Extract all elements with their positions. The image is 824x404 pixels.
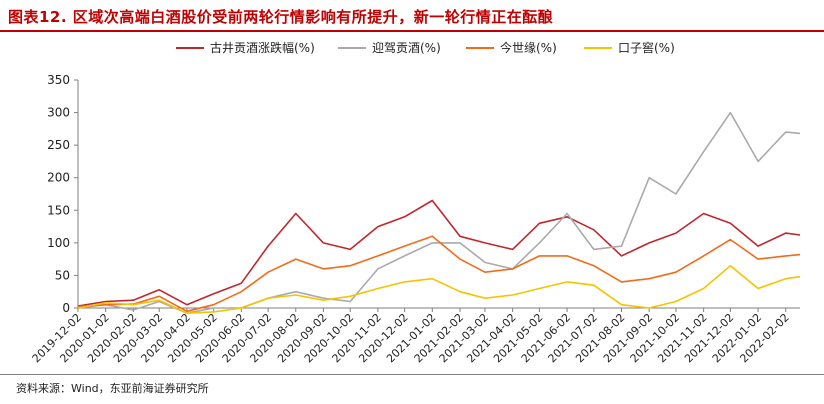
chart-title: 图表12. 区域次高端白酒股价受前两轮行情影响有所提升，新一轮行情正在酝酿 xyxy=(8,8,554,26)
y-tick-label: 0 xyxy=(62,301,70,315)
plot-area xyxy=(77,111,801,315)
series-line-3 xyxy=(77,264,801,315)
legend-label-3: 口子窖(%) xyxy=(618,40,675,55)
y-tick-label: 250 xyxy=(47,138,70,152)
line-chart: 古井贡酒涨跌幅(%) 迎驾贡酒(%) 今世缘(%) 口子窖(%) 0 50 100 150 2… xyxy=(30,40,801,365)
y-tick-label: 100 xyxy=(47,236,70,250)
legend-label-2: 今世缘(%) xyxy=(500,40,557,55)
legend-label-0: 古井贡酒涨跌幅(%) xyxy=(210,40,315,55)
y-tick-label: 50 xyxy=(55,268,70,282)
legend-label-1: 迎驾贡酒(%) xyxy=(372,41,441,55)
series-line-1 xyxy=(77,111,801,315)
y-tick-label: 150 xyxy=(47,203,70,217)
x-axis: 2019-12-022020-01-022020-02-022020-03-02… xyxy=(30,307,800,365)
y-tick-label: 300 xyxy=(47,106,70,120)
source-note: 资料来源：Wind，东亚前海证券研究所 xyxy=(16,382,209,395)
title-rule xyxy=(0,30,824,32)
y-axis: 0 50 100 150 200 250 300 350 xyxy=(47,73,79,315)
y-tick-label: 350 xyxy=(47,73,70,87)
series-line-0 xyxy=(77,199,801,307)
source-rule xyxy=(0,374,824,375)
series-line-2 xyxy=(77,235,801,313)
legend: 古井贡酒涨跌幅(%) 迎驾贡酒(%) 今世缘(%) 口子窖(%) xyxy=(176,40,675,55)
y-tick-label: 200 xyxy=(47,171,70,185)
